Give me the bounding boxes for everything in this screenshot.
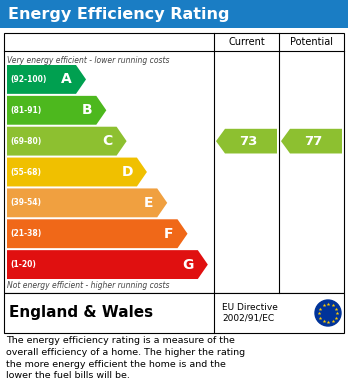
Text: 77: 77 [304, 135, 323, 148]
Polygon shape [7, 96, 106, 125]
Text: England & Wales: England & Wales [9, 305, 153, 321]
Polygon shape [7, 65, 86, 94]
Polygon shape [7, 127, 127, 156]
Text: D: D [121, 165, 133, 179]
Polygon shape [7, 188, 167, 217]
Text: Current: Current [228, 37, 265, 47]
Text: Very energy efficient - lower running costs: Very energy efficient - lower running co… [7, 56, 169, 65]
Text: (1-20): (1-20) [10, 260, 36, 269]
Polygon shape [7, 158, 147, 187]
Bar [4, 33, 344, 293]
Text: (21-38): (21-38) [10, 229, 41, 238]
Text: F: F [164, 227, 174, 241]
Text: C: C [102, 134, 113, 148]
Text: A: A [61, 72, 72, 86]
Text: The energy efficiency rating is a measure of the
overall efficiency of a home. T: The energy efficiency rating is a measur… [6, 336, 245, 380]
Polygon shape [7, 219, 188, 248]
Text: E: E [144, 196, 153, 210]
Text: (55-68): (55-68) [10, 167, 41, 176]
Text: Not energy efficient - higher running costs: Not energy efficient - higher running co… [7, 281, 169, 290]
Text: 73: 73 [239, 135, 258, 148]
Text: Energy Efficiency Rating: Energy Efficiency Rating [8, 7, 229, 22]
Text: Potential: Potential [290, 37, 333, 47]
Bar [4, 293, 344, 333]
Polygon shape [216, 129, 277, 154]
Circle shape [315, 300, 341, 326]
Text: G: G [182, 258, 194, 272]
Text: B: B [82, 103, 92, 117]
Text: (39-54): (39-54) [10, 198, 41, 207]
Bar [0, 0, 348, 28]
Text: EU Directive
2002/91/EC: EU Directive 2002/91/EC [222, 303, 278, 323]
Polygon shape [7, 250, 208, 279]
Text: (92-100): (92-100) [10, 75, 46, 84]
Text: (81-91): (81-91) [10, 106, 41, 115]
Polygon shape [281, 129, 342, 154]
Text: (69-80): (69-80) [10, 136, 41, 145]
